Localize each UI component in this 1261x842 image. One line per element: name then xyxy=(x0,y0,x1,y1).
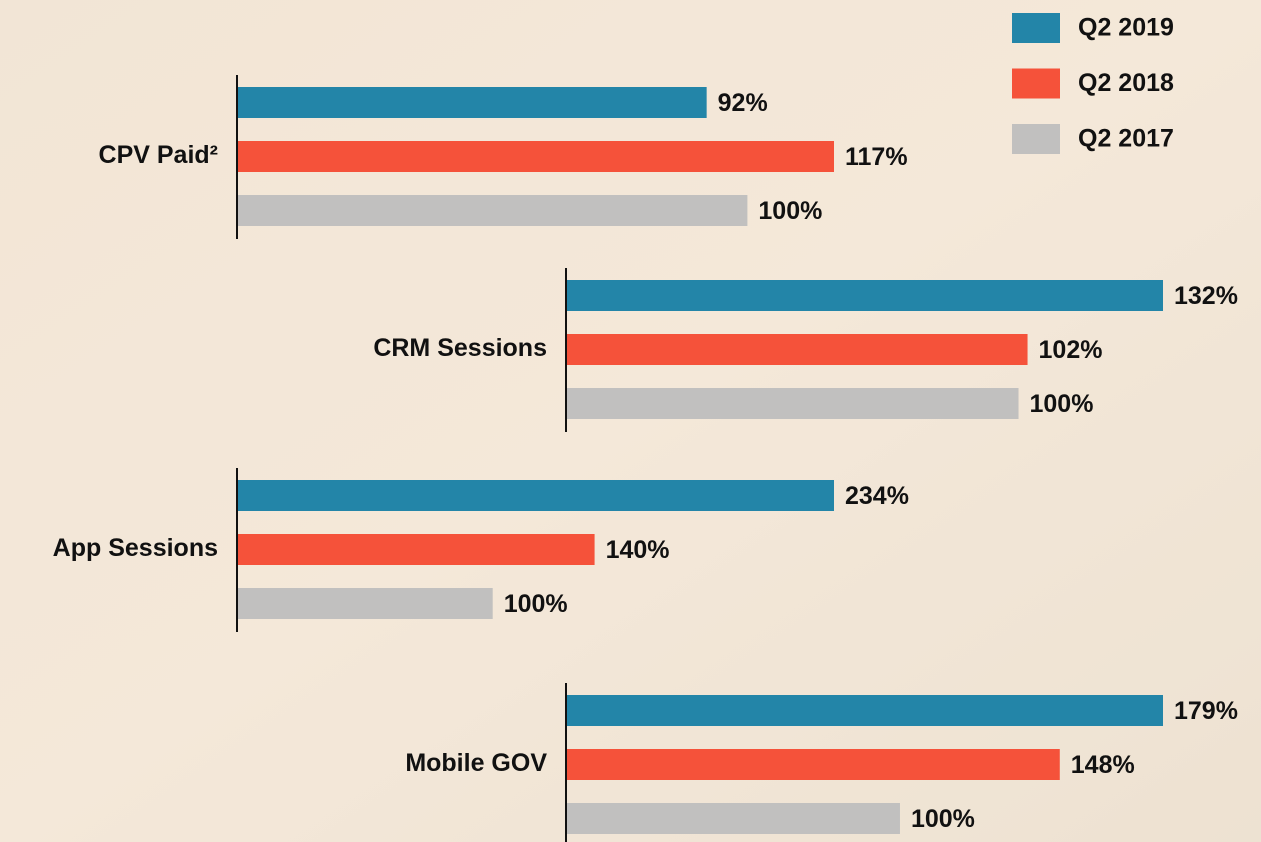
value-label: 148% xyxy=(1071,751,1135,779)
bar xyxy=(567,749,1060,780)
legend-swatch xyxy=(1012,124,1060,154)
value-label: 100% xyxy=(911,805,975,833)
bar xyxy=(567,280,1163,311)
value-label: 132% xyxy=(1174,282,1238,310)
bar xyxy=(238,87,707,118)
value-label: 100% xyxy=(504,590,568,618)
value-label: 179% xyxy=(1174,697,1238,725)
chart: Q2 2019 Q2 2018 Q2 2017 CPV Paid² 92% 117% 100… xyxy=(0,0,1261,842)
bar xyxy=(567,695,1163,726)
value-label: 92% xyxy=(718,89,768,117)
category-label: CRM Sessions xyxy=(373,334,547,362)
legend-label: Q2 2019 xyxy=(1078,14,1174,42)
value-label: 117% xyxy=(845,143,908,171)
value-label: 100% xyxy=(1030,390,1094,418)
bar xyxy=(567,388,1019,419)
value-label: 234% xyxy=(845,482,909,510)
value-label: 100% xyxy=(758,197,822,225)
value-label: 102% xyxy=(1039,336,1103,364)
legend-label: Q2 2017 xyxy=(1078,125,1174,153)
legend-swatch xyxy=(1012,13,1060,43)
legend-swatch xyxy=(1012,69,1060,99)
bar xyxy=(238,480,834,511)
legend-label: Q2 2018 xyxy=(1078,69,1174,97)
bar xyxy=(567,334,1028,365)
bar xyxy=(238,141,834,172)
bar xyxy=(238,534,595,565)
bar xyxy=(567,803,900,834)
category-label: App Sessions xyxy=(53,534,218,562)
bar xyxy=(238,588,493,619)
value-label: 140% xyxy=(606,536,670,564)
category-label: Mobile GOV xyxy=(405,749,547,777)
bar xyxy=(238,195,747,226)
category-label: CPV Paid² xyxy=(99,141,218,169)
